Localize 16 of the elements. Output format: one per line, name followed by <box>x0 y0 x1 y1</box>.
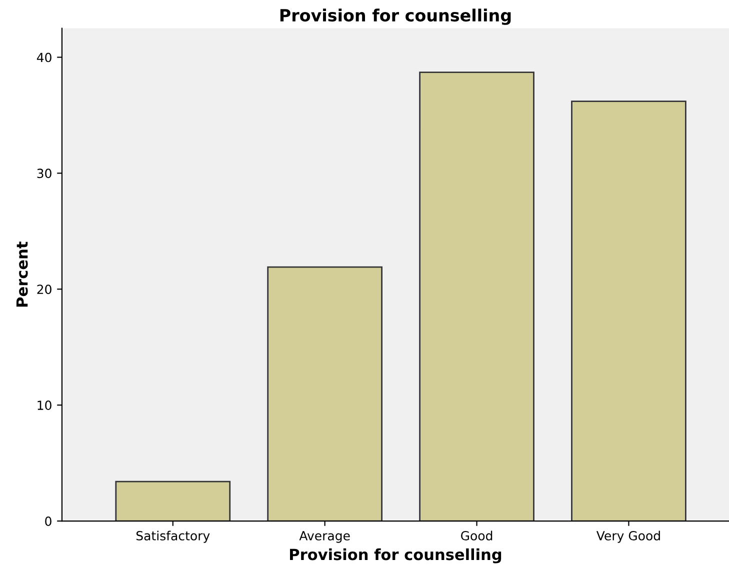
x-tick-label: Average <box>299 531 350 543</box>
bar <box>267 266 383 522</box>
x-tick-label: Good <box>461 530 492 540</box>
x-tick-label: Satisfactory <box>136 530 210 543</box>
bar <box>419 72 534 522</box>
y-axis-title: Percent <box>16 242 28 307</box>
y-tick-label: 10 <box>38 400 52 410</box>
x-axis-title: Provision for counselling <box>290 548 502 564</box>
bar <box>571 100 686 522</box>
y-tick-label: 20 <box>37 284 52 294</box>
chart-title: Provision for counselling <box>280 8 511 25</box>
bar <box>115 480 231 522</box>
y-tick-label: 30 <box>37 168 52 178</box>
y-tick-label: 40 <box>36 52 52 62</box>
y-tick-label: 0 <box>45 516 52 526</box>
x-tick-label: Very Good <box>596 530 660 543</box>
